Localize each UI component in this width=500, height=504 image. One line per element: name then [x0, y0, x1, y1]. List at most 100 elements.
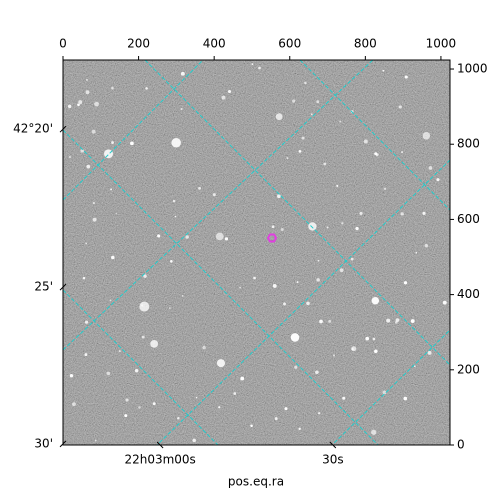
star — [92, 201, 95, 205]
star — [250, 424, 253, 428]
star — [85, 78, 88, 81]
star — [202, 345, 206, 350]
star — [342, 396, 346, 400]
star — [271, 225, 275, 229]
star — [301, 136, 305, 140]
star — [111, 255, 115, 260]
star — [315, 370, 319, 375]
star — [316, 100, 320, 104]
sky-noise — [63, 60, 450, 445]
star — [275, 113, 283, 121]
star — [386, 318, 391, 323]
star — [145, 87, 148, 90]
ra-tick-label: 22h03m00s — [124, 453, 195, 467]
x-tick-label: 400 — [203, 37, 226, 51]
star — [85, 242, 88, 245]
star — [382, 69, 385, 72]
star — [111, 86, 114, 90]
star — [365, 336, 370, 341]
star — [328, 319, 332, 323]
star — [283, 302, 287, 306]
dec-tick — [59, 440, 67, 448]
star — [174, 215, 177, 218]
star — [317, 259, 320, 262]
star — [253, 276, 256, 280]
star — [115, 212, 117, 215]
star — [304, 81, 307, 85]
star — [125, 398, 129, 402]
star — [180, 71, 185, 76]
star — [424, 244, 429, 248]
star — [84, 320, 89, 324]
ra-tick — [329, 441, 337, 449]
star — [323, 162, 327, 166]
grid-line — [63, 60, 204, 201]
x-tick-label: 800 — [354, 37, 377, 51]
star — [363, 139, 368, 144]
star — [428, 166, 433, 170]
star — [341, 222, 344, 225]
star — [69, 374, 74, 378]
star — [258, 66, 261, 70]
star — [427, 350, 432, 355]
coordinate-grid — [63, 60, 450, 445]
star — [339, 120, 342, 123]
star — [185, 235, 189, 239]
star — [296, 281, 299, 284]
star — [82, 276, 86, 280]
star — [67, 104, 72, 109]
star — [170, 260, 173, 263]
star — [394, 321, 398, 324]
star — [224, 237, 229, 241]
y-tick-label: 600 — [457, 212, 480, 226]
star — [359, 211, 363, 215]
star — [355, 226, 359, 231]
x-axis-label: pos.eq.ra — [228, 475, 284, 489]
dec-tick-label: 42°20' — [13, 122, 53, 136]
star — [395, 318, 400, 322]
grid-line — [63, 289, 219, 445]
star — [310, 113, 313, 116]
star — [371, 296, 380, 305]
star — [72, 402, 76, 407]
star — [336, 184, 339, 187]
star — [221, 95, 226, 100]
ra-tick-label: 30s — [322, 453, 344, 467]
star — [280, 228, 284, 232]
star — [177, 416, 180, 420]
star — [274, 417, 278, 421]
star — [403, 396, 408, 401]
star — [171, 138, 181, 148]
star — [339, 268, 344, 273]
star — [422, 131, 431, 140]
star — [91, 129, 96, 134]
dec-tick-label: 25' — [34, 280, 53, 294]
star — [294, 365, 298, 369]
star — [134, 368, 139, 373]
star — [139, 301, 150, 312]
star — [401, 151, 404, 154]
star — [215, 232, 224, 241]
star — [218, 406, 221, 409]
star — [436, 178, 440, 182]
star — [371, 429, 377, 435]
star — [308, 222, 317, 231]
star — [157, 234, 161, 238]
star — [233, 392, 237, 395]
star — [138, 406, 141, 409]
star — [400, 212, 404, 216]
star — [272, 283, 277, 288]
star — [298, 427, 301, 431]
star — [374, 349, 378, 354]
x-tick-label: 200 — [127, 37, 150, 51]
grid-line — [63, 60, 374, 351]
y-tick-label: 400 — [457, 287, 480, 301]
star — [415, 251, 418, 254]
star — [350, 257, 354, 261]
star — [277, 194, 281, 199]
frame — [62, 59, 451, 446]
grid-line — [156, 159, 450, 445]
star — [111, 141, 114, 144]
star — [216, 359, 226, 368]
star — [130, 141, 134, 146]
